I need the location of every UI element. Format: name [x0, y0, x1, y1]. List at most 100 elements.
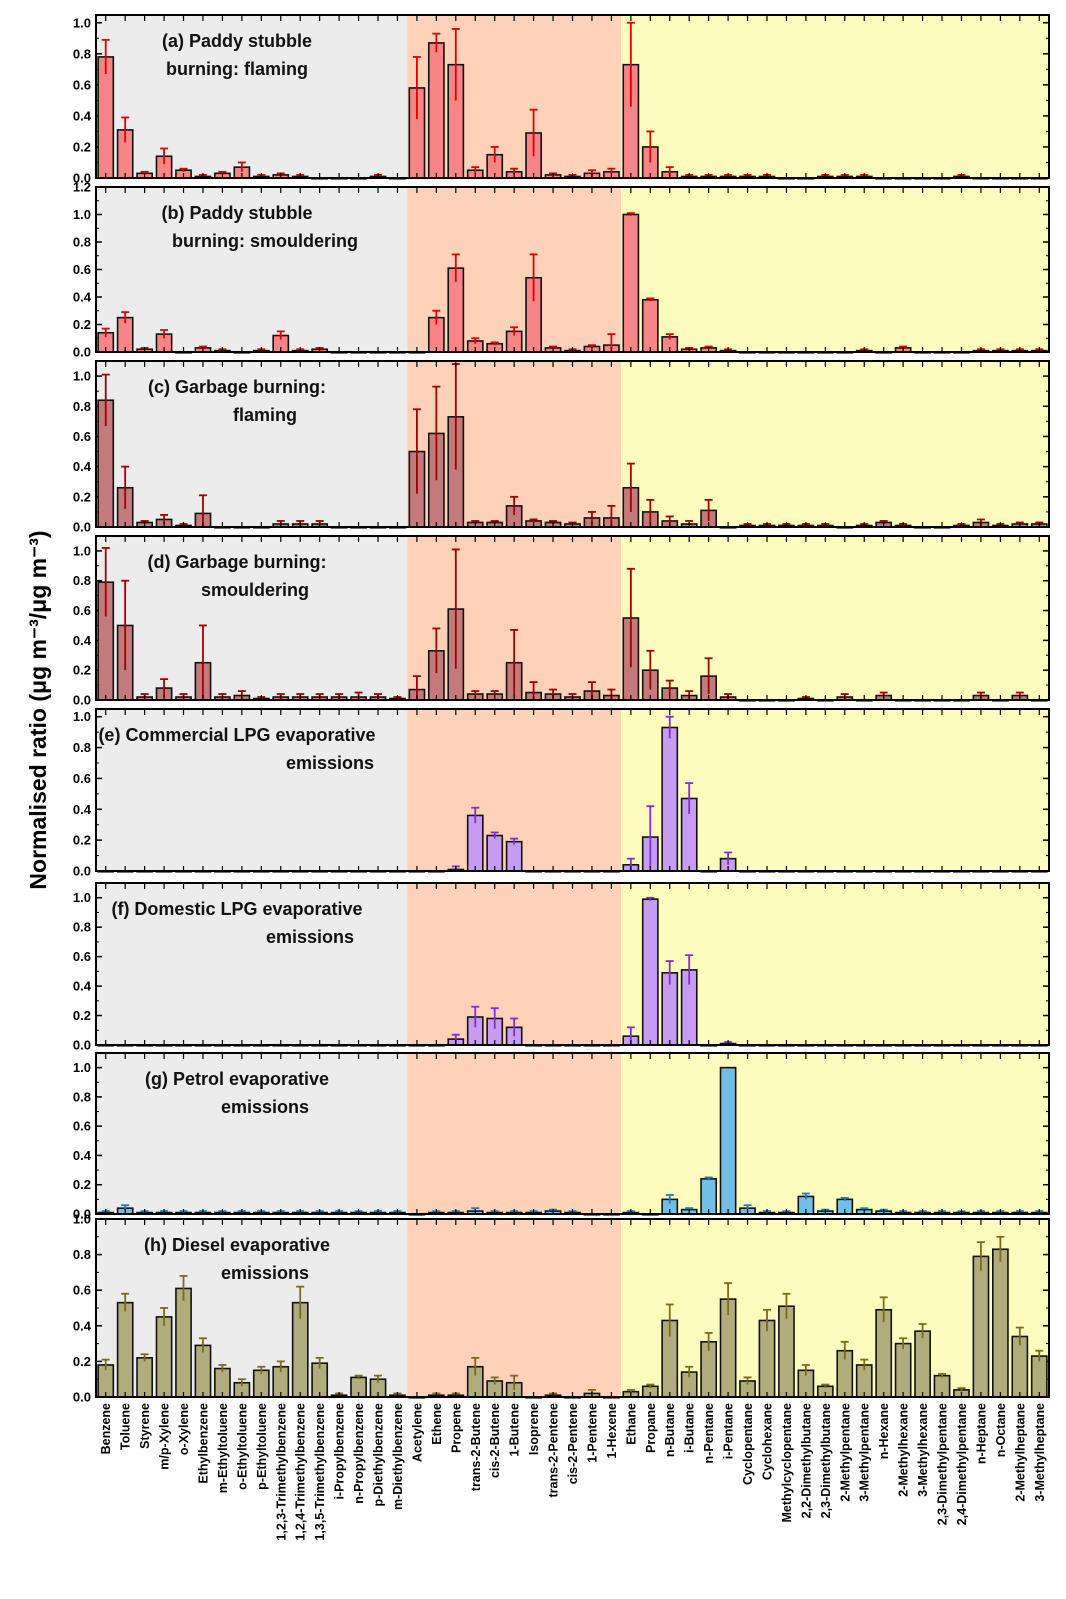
y-tick-label: 1.0: [73, 1060, 91, 1075]
panel-8-bg-alkenes: [407, 1219, 622, 1397]
panel-2-label-line1: (b) Paddy stubble: [161, 203, 312, 223]
panel-7-frame: [95, 1052, 1050, 1215]
x-label-propane: Propane: [644, 1403, 658, 1453]
panel-7-label-line1: (g) Petrol evaporative: [145, 1069, 329, 1089]
panel-6-bg-aromatics: [96, 883, 408, 1045]
y-tick-label: 0.2: [73, 833, 91, 848]
panel-7-label-line2: emissions: [221, 1097, 309, 1117]
y-tick-label: 0.6: [73, 77, 91, 92]
x-axis-labels: Benzene Toluene Styrene m/p-Xylene o-Xylene E…: [99, 1403, 1047, 1541]
x-label-2-methylhexane: 2-Methylhexane: [897, 1403, 911, 1497]
panel-4-frame: [95, 535, 1050, 701]
x-label-1-2-3-trimethylbenzene: 1,2,3-Trimethylbenzene: [274, 1403, 288, 1541]
panel-8: 0.0 0.2 0.4 0.6 0.8 1.0 (h) Diesel evaporative…: [73, 1212, 1050, 1405]
y-tick-label: 0.6: [73, 1283, 91, 1298]
x-label-n-octane: n-Octane: [994, 1403, 1008, 1457]
y-tick-label: 0.4: [73, 1318, 92, 1333]
bar-2-methylheptane: [1011, 1335, 1029, 1398]
panel-6-label-line2: emissions: [266, 927, 354, 947]
bar-ethane: [622, 213, 640, 353]
bar-cis-2-butene: [486, 834, 504, 872]
panel-7-bg-aromatics: [96, 1053, 408, 1214]
panel-1: 0.0 0.2 0.4 0.6 0.8 1.0 (a) Paddy stubble burni…: [73, 14, 1050, 186]
panel-3: 0.0 0.2 0.4 0.6 0.8 1.0 (c) Garbage burning: fl…: [73, 360, 1050, 535]
y-tick-label: 0.8: [73, 399, 91, 414]
x-label-m-ethyltoluene: m-Ethyltoluene: [216, 1403, 230, 1493]
y-tick-label: 1.2: [73, 180, 91, 195]
x-label-1-hexene: 1-Hexene: [605, 1403, 619, 1459]
y-tick-label: 0.2: [73, 1354, 91, 1369]
bar-ethene: [427, 42, 445, 179]
x-label-trans-2-butene: trans-2-Butene: [469, 1403, 483, 1491]
x-label-2-3-dimethylpentane: 2,3-Dimethylpentane: [936, 1403, 950, 1525]
x-label-o-xylene: o-Xylene: [177, 1403, 191, 1455]
y-tick-label: 0.0: [73, 1038, 91, 1053]
bar-methylcyclopentane: [778, 1305, 795, 1398]
x-label-styrene: Styrene: [138, 1403, 152, 1449]
panel-6: 0.0 0.2 0.4 0.6 0.8 1.0 (f) Domestic LPG evapo…: [73, 882, 1050, 1053]
panel-8-label-line1: (h) Diesel evaporative: [144, 1235, 330, 1255]
x-label-ethylbenzene: Ethylbenzene: [196, 1403, 210, 1484]
panel-2-bg-alkanes: [621, 187, 1049, 352]
y-tick-label: 0.0: [73, 864, 91, 879]
x-label-p-diethylbenzene: p-Diethylbenzene: [372, 1403, 386, 1507]
x-label-cis-2-pentene: cis-2-Pentene: [566, 1403, 580, 1484]
y-tick-label: 0.2: [73, 139, 91, 154]
x-label-trans-2-pentene: trans-2-Pentene: [547, 1403, 561, 1498]
y-tick-label: 0.8: [73, 46, 91, 61]
panel-4-label-line2: smouldering: [201, 580, 309, 600]
panel-8-frame: [95, 1218, 1050, 1398]
y-tick-label: 0.0: [73, 693, 91, 708]
bar-n-hexane: [875, 1308, 893, 1398]
x-label-m-diethylbenzene: m-Diethylbenzene: [391, 1403, 405, 1510]
panels-layer: 0.0 0.2 0.4 0.6 0.8 1.0 (a) Paddy stubble burni…: [73, 14, 1050, 1405]
bar-ethylbenzene: [194, 1344, 212, 1398]
bar-trans-2-butene: [466, 814, 484, 872]
panel-3-bg-aromatics: [96, 361, 408, 527]
y-tick-label: 0.0: [73, 1390, 91, 1405]
y-tick-label: 0.0: [73, 1207, 91, 1222]
x-label-cyclohexane: Cyclohexane: [760, 1403, 774, 1480]
y-tick-label: 0.4: [73, 979, 92, 994]
y-tick-label: 0.8: [73, 920, 91, 935]
y-axis-title: Normalised ratio (μg m⁻³/μg m⁻³): [25, 530, 51, 889]
y-tick-label: 0.6: [73, 771, 91, 786]
x-label-n-pentane: n-Pentane: [702, 1403, 716, 1463]
x-label-1-2-4-trimethylbenzene: 1,2,4-Trimethylbenzene: [294, 1403, 308, 1541]
x-label-2-methylpentane: 2-Methylpentane: [838, 1403, 852, 1502]
panel-5-frame: [95, 708, 1050, 872]
panel-4-bg-alkanes: [621, 536, 1049, 700]
y-tick-label: 0.0: [73, 520, 91, 535]
x-label-1-3-5-trimethylbenzene: 1,3,5-Trimethylbenzene: [313, 1403, 327, 1541]
y-tick-label: 1.0: [73, 15, 91, 30]
y-tick-label: 0.2: [73, 489, 91, 504]
y-tick-label: 0.8: [73, 573, 91, 588]
bar-n-pentane: [700, 1178, 718, 1215]
y-tick-label: 1.0: [73, 207, 91, 222]
panel-1-label-line2: burning: flaming: [166, 59, 308, 79]
x-label-2-2-dimethylbutane: 2,2-Dimethylbutane: [799, 1403, 813, 1518]
y-tick-label: 0.4: [73, 290, 92, 305]
panel-3-label-line2: flaming: [233, 405, 297, 425]
y-tick-label: 0.6: [73, 1119, 91, 1134]
panel-1-bg-alkanes: [621, 15, 1049, 178]
x-label-3-methylpentane: 3-Methylpentane: [858, 1403, 872, 1502]
panel-2-frame: [95, 186, 1050, 353]
y-tick-label: 1.0: [73, 890, 91, 905]
panel-4-label-line1: (d) Garbage burning:: [148, 552, 327, 572]
x-label-n-propylbenzene: n-Propylbenzene: [352, 1403, 366, 1504]
panel-7-bg-alkenes: [407, 1053, 622, 1214]
panel-1-label-line1: (a) Paddy stubble: [162, 31, 312, 51]
panel-2-label-line2: burning: smouldering: [172, 231, 358, 251]
panel-2: 0.0 0.2 0.4 0.6 0.8 1.0 1.2 (b) Paddy stubble bu…: [73, 180, 1050, 360]
panel-3-bg-alkanes: [621, 361, 1049, 527]
bar-3-methylheptane: [1030, 1355, 1048, 1398]
bar-3-methylhexane: [914, 1330, 931, 1398]
panel-4-bg-aromatics: [96, 536, 408, 700]
x-label-cis-2-butene: cis-2-Butene: [488, 1403, 502, 1478]
x-label-i-pentane: i-Pentane: [722, 1403, 736, 1459]
x-label-2-methylheptane: 2-Methylheptane: [1013, 1403, 1027, 1502]
panel-7-bg-alkanes: [621, 1053, 1049, 1214]
y-tick-label: 0.6: [73, 603, 91, 618]
